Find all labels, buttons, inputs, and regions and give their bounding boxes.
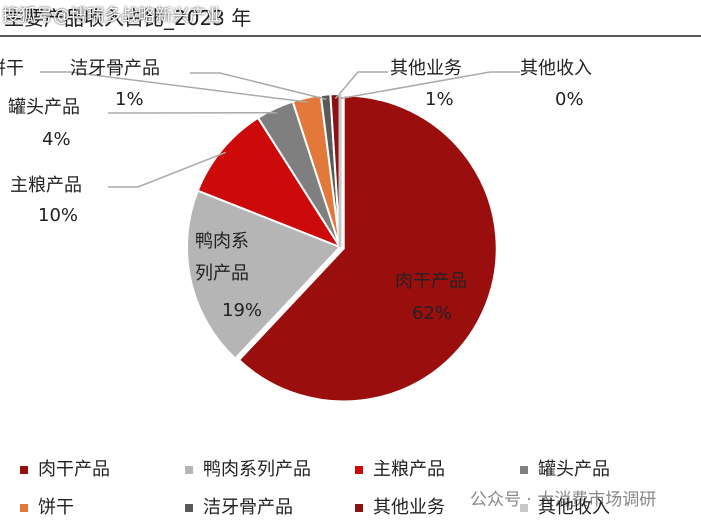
leader-line xyxy=(339,71,520,100)
slice-label: 洁牙骨产品 xyxy=(70,58,160,79)
value-label: 1% xyxy=(115,89,144,110)
slice-label: 饼干 xyxy=(0,58,24,79)
pie-slice xyxy=(237,94,498,403)
legend-item[interactable]: 洁牙骨产品 xyxy=(185,493,293,519)
slice-label: 主粮产品 xyxy=(10,175,82,196)
legend-item[interactable]: 其他业务 xyxy=(355,493,445,519)
leader-line xyxy=(334,71,388,100)
legend-label: 肉干产品 xyxy=(38,459,110,480)
legend-label: 鸭肉系列产品 xyxy=(203,459,311,480)
value-label: 10% xyxy=(38,205,79,226)
legend-swatch xyxy=(20,504,28,512)
legend-label: 主粮产品 xyxy=(373,459,445,480)
value-label: 62% xyxy=(412,303,453,324)
legend-item[interactable]: 其他收入 xyxy=(520,493,610,519)
legend-item[interactable]: 主粮产品 xyxy=(355,455,445,481)
legend-swatch xyxy=(185,504,193,512)
legend-label: 罐头产品 xyxy=(538,459,610,480)
chart-title: 主要产品收入占比_2023 年 xyxy=(4,6,252,30)
value-label: 0% xyxy=(555,89,584,110)
watermark: 搜狐号@博瑞多战略新兴产业 xyxy=(2,6,223,26)
slice-label: 鸭肉系列产品 xyxy=(195,231,249,284)
value-label: 19% xyxy=(222,300,263,321)
leader-line xyxy=(40,71,308,103)
legend-label: 饼干 xyxy=(38,497,74,518)
slice-label: 肉干产品 xyxy=(395,271,467,292)
slice-label: 罐头产品 xyxy=(8,97,80,118)
legend-label: 其他业务 xyxy=(373,497,445,518)
legend-swatch xyxy=(355,466,363,474)
legend-item[interactable]: 鸭肉系列产品 xyxy=(185,455,311,481)
legend-swatch xyxy=(20,466,28,474)
value-label: 4% xyxy=(42,129,71,150)
legend-label: 洁牙骨产品 xyxy=(203,497,293,518)
slice-label: 其他收入 xyxy=(520,58,592,79)
slice-label: 其他业务 xyxy=(390,58,462,79)
value-label: 1% xyxy=(425,89,454,110)
leader-line xyxy=(190,72,327,100)
legend-swatch xyxy=(520,466,528,474)
legend-item[interactable]: 饼干 xyxy=(20,493,74,519)
legend-swatch xyxy=(185,466,193,474)
legend-item[interactable]: 罐头产品 xyxy=(520,455,610,481)
legend-swatch xyxy=(355,504,363,512)
legend-swatch xyxy=(520,504,528,512)
legend-label: 其他收入 xyxy=(538,497,610,518)
watermark: 公众号 · 大消费市场调研 xyxy=(470,490,657,510)
pie-slice xyxy=(196,116,343,250)
leader-line xyxy=(108,151,226,188)
legend-item[interactable]: 肉干产品 xyxy=(20,455,110,481)
